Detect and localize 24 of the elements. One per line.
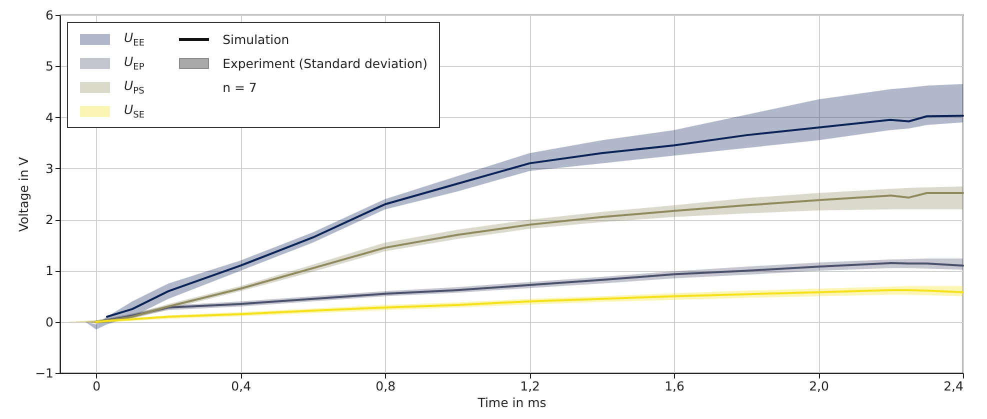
y-axis-title: Voltage in V [16,156,32,232]
y-tick-label: −1 [35,366,54,380]
x-tick-label: 1,6 [664,378,685,394]
x-tick-label: 0 [92,378,101,394]
x-tick-label: 2,4 [944,378,964,394]
annotation: Experiment (Standard deviation) [222,56,428,70]
x-axis-title: Time in ms [476,395,546,410]
legend-label: U$_{PS}$ [124,78,144,96]
legend-label: U$_{EP}$ [124,54,144,72]
y-tick-label: 3 [46,160,54,176]
y-tick-label: 6 [46,8,54,22]
x-tick-label: 2,0 [809,378,829,394]
annotation: n = 7 [222,80,257,94]
y-tick-label: 1 [46,263,54,278]
y-tick-label: 4 [46,110,54,125]
x-tick-label: 1,2 [520,378,540,394]
x-tick-label: 0,4 [231,378,252,394]
y-tick-label: 5 [46,58,54,74]
y-tick-label: 0 [46,314,54,330]
annotation: Simulation [222,32,290,46]
legend-label: U$_{EE}$ [124,30,145,48]
x-tick-label: 0,8 [376,378,396,394]
legend-label: U$_{SE}$ [124,102,145,120]
y-tick-label: 2 [46,212,54,228]
